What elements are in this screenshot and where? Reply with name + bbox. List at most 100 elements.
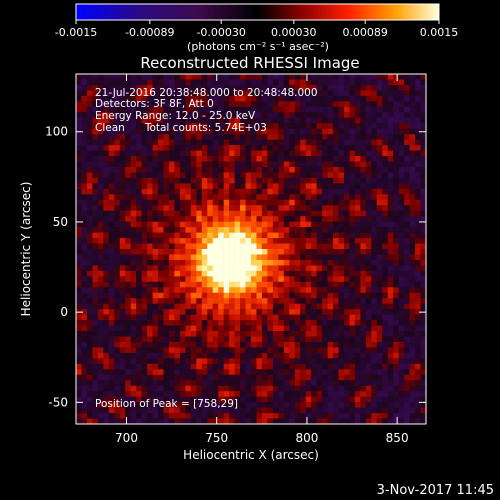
heatmap-cell: [136, 287, 142, 294]
heatmap-cell: [185, 95, 192, 102]
heatmap-cell: [333, 128, 339, 135]
heatmap-cell: [251, 276, 257, 283]
heatmap-cell: [136, 177, 142, 184]
heatmap-cell: [272, 139, 279, 146]
heatmap-cell: [322, 314, 328, 321]
heatmap-cell: [152, 145, 159, 151]
heatmap-cell: [218, 172, 224, 179]
heatmap-cell: [86, 210, 93, 217]
heatmap-cell: [300, 298, 306, 304]
heatmap-cell: [256, 413, 263, 419]
heatmap-cell: [261, 84, 268, 91]
heatmap-cell: [256, 156, 263, 162]
heatmap-cell: [316, 227, 323, 233]
heatmap-cell: [289, 183, 296, 190]
heatmap-cell: [240, 172, 246, 179]
heatmap-cell: [338, 309, 345, 315]
heatmap-cell: [349, 134, 356, 140]
heatmap-cell: [283, 232, 290, 239]
heatmap-cell: [212, 238, 219, 244]
heatmap-cell: [251, 216, 257, 222]
heatmap-cell: [108, 396, 115, 403]
heatmap-cell: [283, 95, 290, 102]
heatmap-cell: [338, 150, 345, 157]
heatmap-cell: [404, 369, 410, 376]
heatmap-cell: [300, 309, 306, 315]
heatmap-cell: [316, 216, 323, 222]
heatmap-cell: [168, 188, 175, 195]
heatmap-cell: [141, 188, 148, 195]
heatmap-cell: [92, 156, 99, 162]
heatmap-cell: [354, 347, 361, 354]
heatmap-cell: [92, 139, 99, 146]
heatmap-cell: [103, 254, 110, 261]
heatmap-cell: [398, 161, 405, 168]
heatmap-cell: [333, 243, 339, 250]
heatmap-cell: [398, 347, 405, 354]
heatmap-cell: [322, 95, 328, 102]
heatmap-cell: [343, 90, 350, 97]
heatmap-cell: [316, 249, 323, 255]
heatmap-cell: [158, 281, 164, 288]
heatmap-cell: [229, 281, 235, 288]
heatmap-cell: [354, 292, 361, 299]
heatmap-cell: [245, 249, 252, 255]
heatmap-cell: [349, 298, 356, 304]
heatmap-cell: [322, 309, 328, 315]
heatmap-cell: [212, 84, 219, 91]
heatmap-cell: [371, 161, 378, 168]
heatmap-cell: [305, 287, 312, 294]
heatmap-cell: [283, 259, 290, 266]
heatmap-cell: [371, 227, 378, 233]
y-tick-label: 100: [45, 125, 68, 139]
heatmap-cell: [185, 418, 192, 424]
heatmap-cell: [404, 358, 410, 365]
heatmap-cell: [349, 145, 356, 151]
heatmap-cell: [152, 123, 159, 129]
heatmap-cell: [114, 128, 121, 135]
heatmap-cell: [174, 270, 181, 277]
heatmap-cell: [168, 314, 175, 321]
heatmap-cell: [103, 292, 110, 299]
heatmap-cell: [76, 232, 82, 239]
heatmap-cell: [398, 391, 405, 397]
heatmap-cell: [136, 352, 142, 359]
heatmap-cell: [212, 79, 219, 86]
heatmap-cell: [81, 320, 88, 326]
heatmap-cell: [108, 166, 115, 173]
heatmap-cell: [283, 79, 290, 86]
heatmap-cell: [119, 276, 126, 283]
heatmap-cell: [97, 194, 104, 201]
heatmap-cell: [415, 407, 421, 414]
heatmap-cell: [152, 347, 159, 354]
heatmap-cell: [261, 281, 268, 288]
heatmap-cell: [245, 418, 252, 424]
heatmap-cell: [360, 84, 367, 91]
heatmap-cell: [371, 156, 378, 162]
heatmap-cell: [343, 95, 350, 102]
heatmap-cell: [201, 172, 208, 179]
heatmap-cell: [256, 227, 263, 233]
heatmap-cell: [360, 106, 367, 113]
heatmap-cell: [294, 287, 301, 294]
heatmap-cell: [272, 276, 279, 283]
heatmap-cell: [229, 303, 235, 310]
heatmap-cell: [97, 314, 104, 321]
heatmap-cell: [261, 101, 268, 108]
heatmap-cell: [294, 161, 301, 168]
heatmap-cell: [97, 117, 104, 124]
heatmap-cell: [103, 177, 110, 184]
heatmap-cell: [130, 199, 137, 206]
heatmap-cell: [81, 79, 88, 86]
heatmap-cell: [108, 106, 115, 113]
heatmap-cell: [415, 95, 421, 102]
heatmap-cell: [398, 156, 405, 162]
heatmap-cell: [141, 407, 148, 414]
heatmap-cell: [354, 139, 361, 146]
heatmap-cell: [316, 221, 323, 228]
heatmap-cell: [179, 238, 186, 244]
heatmap-cell: [354, 216, 361, 222]
heatmap-cell: [81, 128, 88, 135]
heatmap-cell: [168, 320, 175, 326]
heatmap-cell: [190, 177, 197, 184]
